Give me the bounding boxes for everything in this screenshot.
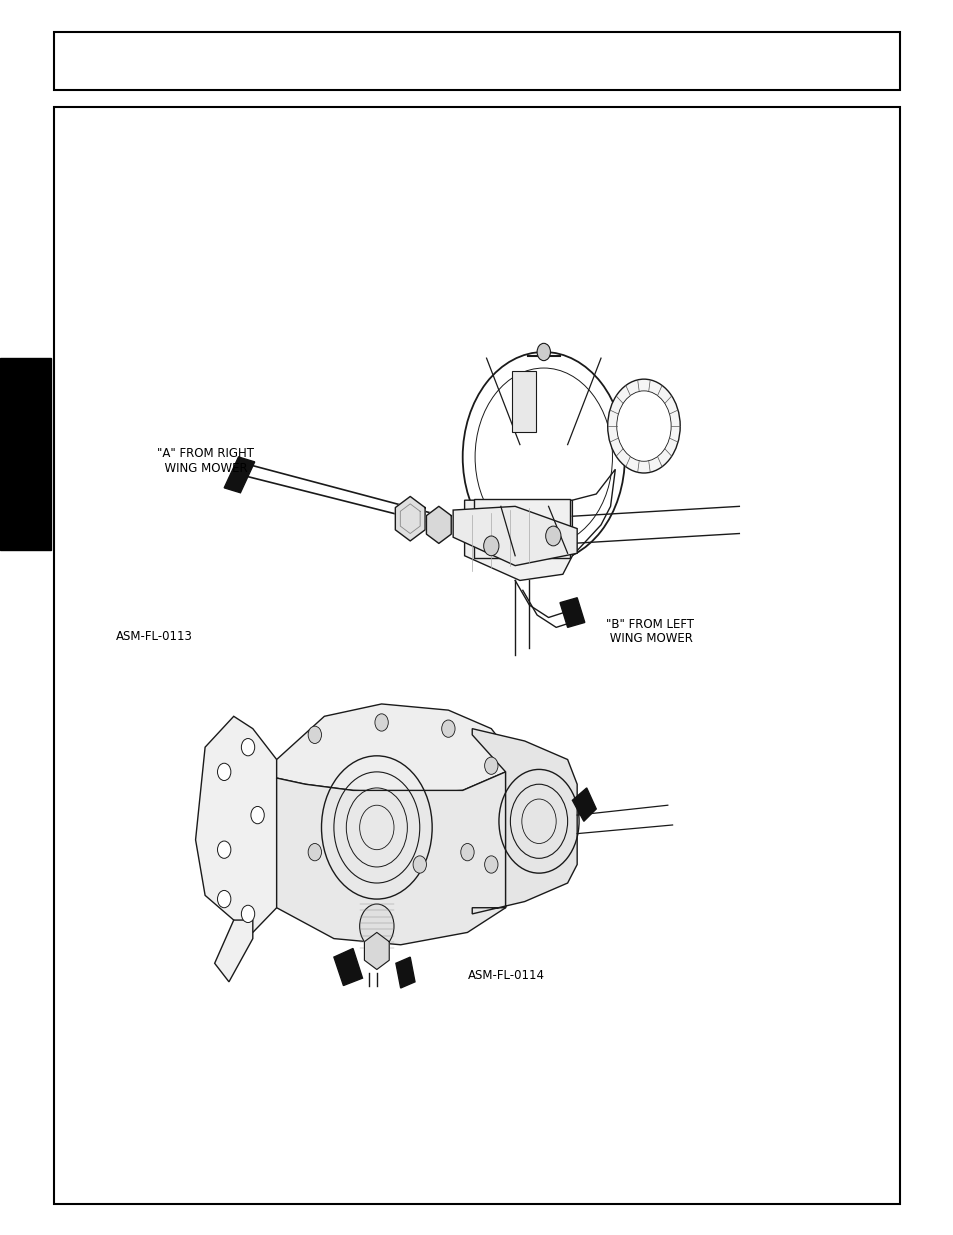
Circle shape [616, 390, 670, 461]
Polygon shape [426, 506, 451, 543]
Bar [0, 358, 51, 550]
Circle shape [607, 379, 679, 473]
Circle shape [460, 844, 474, 861]
Text: "B" FROM LEFT
 WING MOWER: "B" FROM LEFT WING MOWER [605, 618, 693, 646]
Bar [54, 107, 899, 1204]
Circle shape [483, 536, 498, 556]
Circle shape [375, 714, 388, 731]
Polygon shape [224, 457, 254, 493]
Polygon shape [214, 920, 253, 982]
Polygon shape [453, 506, 577, 566]
Polygon shape [572, 788, 596, 821]
Polygon shape [472, 729, 577, 914]
Circle shape [241, 905, 254, 923]
Bar [474, 499, 569, 558]
Circle shape [441, 720, 455, 737]
Polygon shape [395, 496, 425, 541]
Circle shape [537, 343, 550, 361]
Polygon shape [276, 772, 505, 945]
Polygon shape [464, 500, 572, 580]
Polygon shape [364, 932, 389, 969]
Polygon shape [395, 957, 415, 988]
Circle shape [308, 844, 321, 861]
Circle shape [217, 763, 231, 781]
Circle shape [251, 806, 264, 824]
Polygon shape [195, 716, 276, 932]
Circle shape [217, 890, 231, 908]
Bar [512, 370, 536, 432]
Text: ASM-FL-0113: ASM-FL-0113 [116, 630, 193, 643]
Circle shape [217, 841, 231, 858]
Polygon shape [334, 948, 362, 986]
Text: "A" FROM RIGHT
  WING MOWER: "A" FROM RIGHT WING MOWER [157, 447, 254, 475]
Polygon shape [559, 598, 584, 627]
Circle shape [413, 856, 426, 873]
Text: ASM-FL-0114: ASM-FL-0114 [467, 969, 544, 983]
Circle shape [545, 526, 560, 546]
Circle shape [484, 757, 497, 774]
Polygon shape [276, 704, 505, 793]
Circle shape [308, 726, 321, 743]
Bar [54, 32, 899, 90]
Circle shape [484, 856, 497, 873]
Circle shape [241, 739, 254, 756]
Circle shape [359, 904, 394, 948]
